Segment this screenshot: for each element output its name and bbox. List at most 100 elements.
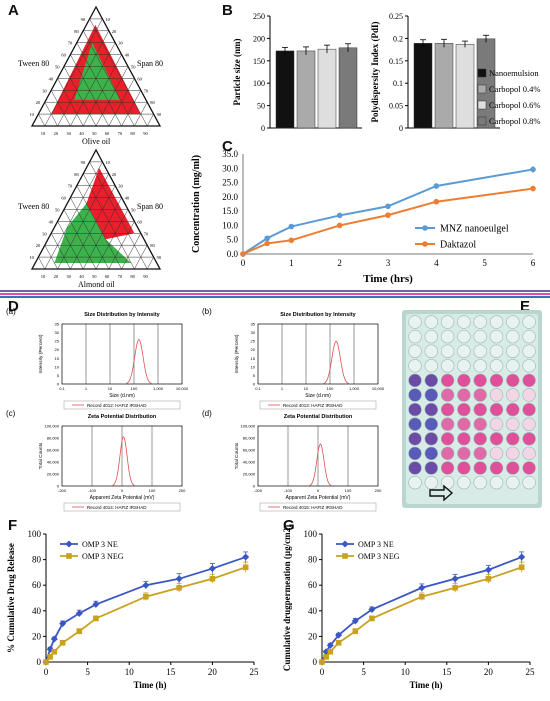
- tick-label: 50: [55, 208, 60, 213]
- y-tick-label: 5: [253, 373, 256, 378]
- plot-frame: [61, 323, 183, 385]
- y-tick-label: 0.25: [389, 12, 403, 21]
- tick-label: 50: [55, 65, 60, 70]
- plate-well: [408, 373, 422, 388]
- panel-label-g: G: [283, 517, 295, 534]
- plate-well: [440, 359, 455, 373]
- grid-line: [76, 185, 122, 270]
- plate-well: [473, 475, 487, 490]
- plate-well: [473, 461, 487, 475]
- grid-line: [89, 161, 148, 270]
- tick-label: 90: [157, 255, 162, 260]
- legend-marker: [342, 553, 348, 559]
- plate-well: [424, 388, 438, 402]
- legend-marker: [66, 553, 72, 559]
- x-axis-title: Apparent Zeta Potential (mV): [90, 495, 155, 501]
- ternary-diagram-almond: 10 10 10 20 20 20 30 30 30 40 40 40 50 50 50 60 60 60 70 70…: [18, 148, 163, 289]
- tick-label: 40: [79, 131, 84, 136]
- plate-well: [408, 417, 422, 431]
- data-point: [209, 576, 216, 582]
- x-tick-label: 5: [361, 667, 366, 677]
- plate-well: [408, 461, 422, 475]
- legend-label: Carbopol 0.8%: [489, 116, 540, 126]
- plate-well: [408, 446, 422, 461]
- sub-title: Size Distribution by Intensity: [84, 312, 160, 318]
- tick-label: 60: [137, 219, 142, 224]
- plate-well: [457, 329, 471, 344]
- legend-label: Daktazol: [440, 240, 476, 251]
- data-point: [385, 203, 391, 210]
- y-tick-label: 0.15: [389, 57, 403, 66]
- plate-well: [408, 359, 422, 373]
- legend-swatch: [477, 100, 487, 110]
- y-tick-label: 15: [55, 356, 60, 361]
- x-tick-label: 1: [85, 386, 88, 391]
- legend-label: OMP 3 NE: [82, 540, 118, 549]
- y-tick-label: 100: [253, 79, 265, 88]
- plate-well: [440, 329, 455, 344]
- data-point: [208, 565, 216, 573]
- tick-label: 30: [118, 184, 123, 189]
- y-tick-label: 20: [251, 347, 256, 352]
- ternary-bottom-label: Almond oil: [78, 280, 115, 289]
- tick-label: 20: [36, 243, 41, 248]
- data-point: [76, 628, 83, 635]
- plate-well: [473, 329, 487, 344]
- legend-box: [259, 502, 377, 512]
- tick-label: 80: [130, 274, 135, 279]
- tick-label: 30: [66, 274, 71, 279]
- bar: [455, 43, 475, 129]
- plate-well: [506, 344, 520, 358]
- legend-marker: [422, 241, 428, 247]
- plate-well: [424, 359, 438, 373]
- y-tick-label: 0: [37, 657, 42, 667]
- tick-label: 30: [66, 131, 71, 136]
- plate-well: [440, 432, 455, 446]
- x-tick-label: 1,000: [349, 386, 360, 391]
- plate-well: [489, 432, 504, 446]
- section-divider-mid: [0, 293, 550, 295]
- grid-line: [44, 161, 103, 270]
- y-tick-label: 0.1: [393, 79, 403, 88]
- ternary-left-label: Tween 80: [18, 59, 49, 68]
- legend-swatch: [477, 116, 487, 126]
- y-axis-title: Intensity (Percent): [234, 334, 240, 373]
- bar: [275, 50, 295, 129]
- y-tick-label: 20.0: [222, 192, 238, 202]
- tick-label: 50: [131, 208, 136, 213]
- ternary-bottom-label: Olive oil: [82, 137, 111, 146]
- plate-well: [408, 432, 422, 446]
- data-point: [288, 223, 295, 230]
- x-axis-title: Size (d.nm): [109, 393, 135, 399]
- y-tick-label: 0: [313, 657, 318, 667]
- x-tick-label: -200: [254, 488, 263, 493]
- series-line: [242, 187, 534, 255]
- x-tick-label: 0: [320, 667, 325, 677]
- x-tick-label: 25: [526, 667, 536, 677]
- x-tick-label: -100: [88, 488, 97, 493]
- grid-line: [89, 18, 148, 127]
- y-tick-label: 80: [308, 555, 318, 565]
- grid-line: [108, 78, 135, 127]
- panel-label-d: D: [8, 298, 19, 315]
- ternary-left-label: Tween 80: [18, 202, 49, 211]
- data-point: [176, 584, 182, 591]
- plate-well: [489, 359, 504, 373]
- x-tick-label: 1: [289, 258, 294, 268]
- tick-label: 10: [105, 160, 110, 165]
- plate-well: [440, 475, 455, 490]
- x-axis-title: Apparent Zeta Potential (mV): [286, 495, 351, 501]
- tick-label: 40: [79, 274, 84, 279]
- data-point: [485, 576, 492, 582]
- legend-swatch: [477, 84, 487, 94]
- legend-label: Record 4012: HAFIZ IRSHAD: [87, 403, 147, 408]
- tick-label: 30: [42, 231, 47, 236]
- plate-well: [424, 417, 438, 431]
- plate-well: [489, 329, 504, 344]
- y-tick-label: 15.0: [222, 206, 238, 216]
- data-point: [484, 566, 492, 574]
- tick-label: 70: [68, 184, 73, 189]
- y-tick-label: 0: [57, 382, 60, 387]
- y-tick-label: 80,000: [47, 436, 60, 441]
- x-tick-label: 3: [386, 258, 391, 268]
